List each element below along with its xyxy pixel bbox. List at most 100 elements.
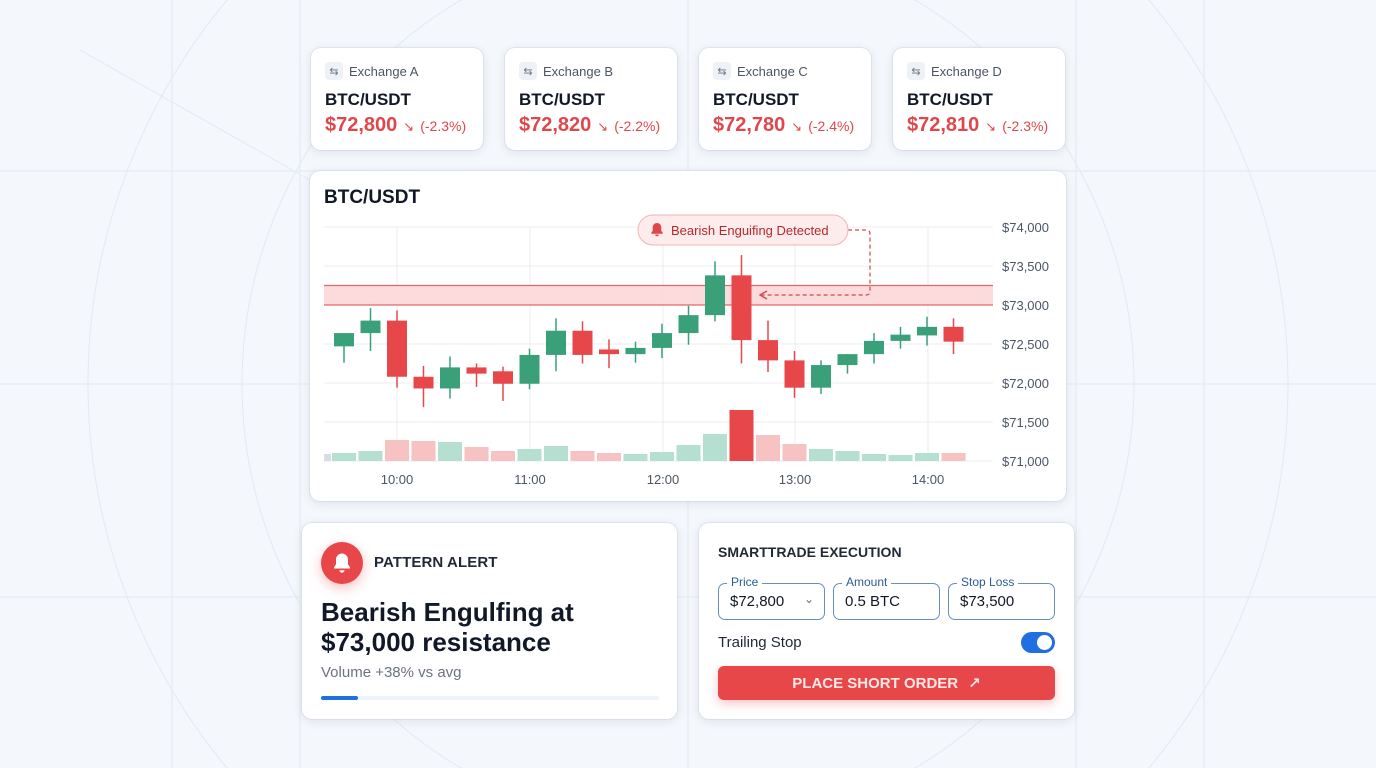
exchange-price: $72,810 [907,114,980,136]
x-axis-label: 10:00 [381,472,414,487]
smarttrade-panel: SMARTTRADE EXECUTION Price $72,800 ⌄ Amo… [699,523,1074,719]
amount-field-value: 0.5 BTC [845,593,901,610]
candle[interactable] [731,255,752,364]
candle[interactable] [413,365,434,408]
candle[interactable] [652,323,672,359]
candle[interactable] [360,308,381,352]
place-short-order-button[interactable]: PLACE SHORT ORDER ↗ [718,666,1055,700]
volume-bar [888,455,913,461]
exchange-price: $72,780 [713,114,786,136]
candle[interactable] [440,356,460,399]
volume-bar [438,442,462,461]
arrow-up-right-icon: ↗ [968,675,981,692]
exchange-name: Exchange A [349,63,419,79]
stop-loss-field-label: Stop Loss [957,575,1019,589]
volume-bar [517,449,542,461]
candle[interactable] [493,366,513,401]
exchange-card-d[interactable]: ⇆ Exchange D BTC/USDT $72,810 ↘ (-2.3%) [893,48,1065,150]
candle[interactable] [572,321,593,364]
volume-bar [332,453,356,461]
exchange-card-a[interactable]: ⇆ Exchange A BTC/USDT $72,800 ↘ (-2.3%) [311,48,483,150]
exchange-change: (-2.2%) [614,118,661,134]
volume-bar [411,441,436,461]
exchange-name: Exchange B [543,63,614,79]
exchange-pair: BTC/USDT [713,90,799,109]
candle[interactable] [784,351,805,398]
volume-bar [358,451,383,461]
candle[interactable] [466,363,487,387]
trailing-stop-toggle[interactable] [1021,632,1055,653]
price-field-value: $72,800 [730,593,785,610]
volume-bar [544,446,568,461]
candle[interactable] [387,310,407,388]
exchange-change: (-2.3%) [1002,118,1049,134]
amount-field[interactable]: Amount 0.5 BTC [833,575,940,620]
bell-icon [651,223,663,237]
swap-icon: ⇆ [907,62,925,80]
volume-bar [835,451,860,461]
exchange-change: (-2.3%) [420,118,467,134]
volume-bar [597,453,621,461]
exchange-card-b[interactable]: ⇆ Exchange B BTC/USDT $72,820 ↘ (-2.2%) [505,48,677,150]
candle[interactable] [837,354,858,374]
candle[interactable] [864,333,884,364]
stop-loss-field[interactable]: Stop Loss $73,500 [948,575,1055,620]
alert-headline: Bearish Engulfing at $73,000 resistance [321,597,574,657]
x-axis-label: 13:00 [779,472,812,487]
candle[interactable] [705,261,725,322]
price-chart-panel: BTC/USDT $74,000 $73,500 $73,000 $72,500 $72… [310,171,1066,501]
trend-down-icon: ↘ [791,119,803,134]
stop-loss-field-value: $73,500 [960,593,1015,610]
candle[interactable] [599,339,619,369]
y-axis-label: $71,000 [1002,454,1049,469]
x-axis-label: 14:00 [912,472,945,487]
candle[interactable] [334,333,354,363]
volume-bar [862,454,886,461]
volume-bar [782,444,807,461]
chevron-down-icon[interactable]: ⌄ [803,592,814,606]
y-axis-label: $72,000 [1002,376,1049,391]
volume-bar [464,447,489,461]
bell-icon [321,542,363,584]
exchange-price: $72,820 [519,114,592,136]
exchange-price: $72,800 [325,114,398,136]
candle[interactable] [625,341,646,363]
swap-icon: ⇆ [519,62,537,80]
exchange-pair: BTC/USDT [907,90,993,109]
trend-down-icon: ↘ [403,119,415,134]
y-axis-label: $71,500 [1002,415,1049,430]
trailing-stop-label: Trailing Stop [718,634,802,651]
candle[interactable] [546,318,566,372]
alert-progress-bar [321,696,659,700]
price-field[interactable]: Price $72,800 ⌄ [718,575,825,620]
exchange-name: Exchange D [931,63,1002,79]
volume-bar [570,451,595,461]
exchange-change: (-2.4%) [808,118,855,134]
volume-bar [729,410,754,461]
candle[interactable] [519,348,540,390]
y-axis-label: $73,000 [1002,298,1049,313]
candle[interactable] [758,320,778,373]
resistance-band [324,285,993,305]
pattern-annotation[interactable]: Bearish Enguifing Detected [637,214,849,246]
annotation-text: Bearish Enguifing Detected [671,223,829,238]
price-field-label: Price [727,575,763,589]
volume-bar [809,449,833,461]
order-button-label: PLACE SHORT ORDER [792,674,959,692]
swap-icon: ⇆ [325,62,343,80]
candle[interactable] [678,305,699,345]
exchange-card-c[interactable]: ⇆ Exchange C BTC/USDT $72,780 ↘ (-2.4%) [699,48,871,150]
y-axis-label: $73,500 [1002,259,1049,274]
trend-down-icon: ↘ [597,119,609,134]
volume-bar [623,454,648,461]
pattern-alert-panel: PATTERN ALERT Bearish Engulfing at $73,0… [302,523,677,719]
volume-bar [941,453,966,461]
candle[interactable] [811,360,831,394]
candle[interactable] [890,326,911,349]
volume-bar [703,434,727,461]
trend-down-icon: ↘ [985,119,997,134]
y-axis-label: $74,000 [1002,220,1049,235]
candle[interactable] [917,316,937,346]
candle[interactable] [943,318,964,355]
candlestick-chart[interactable]: $74,000 $73,500 $73,000 $72,500 $72,000 $71,5… [310,171,1066,501]
